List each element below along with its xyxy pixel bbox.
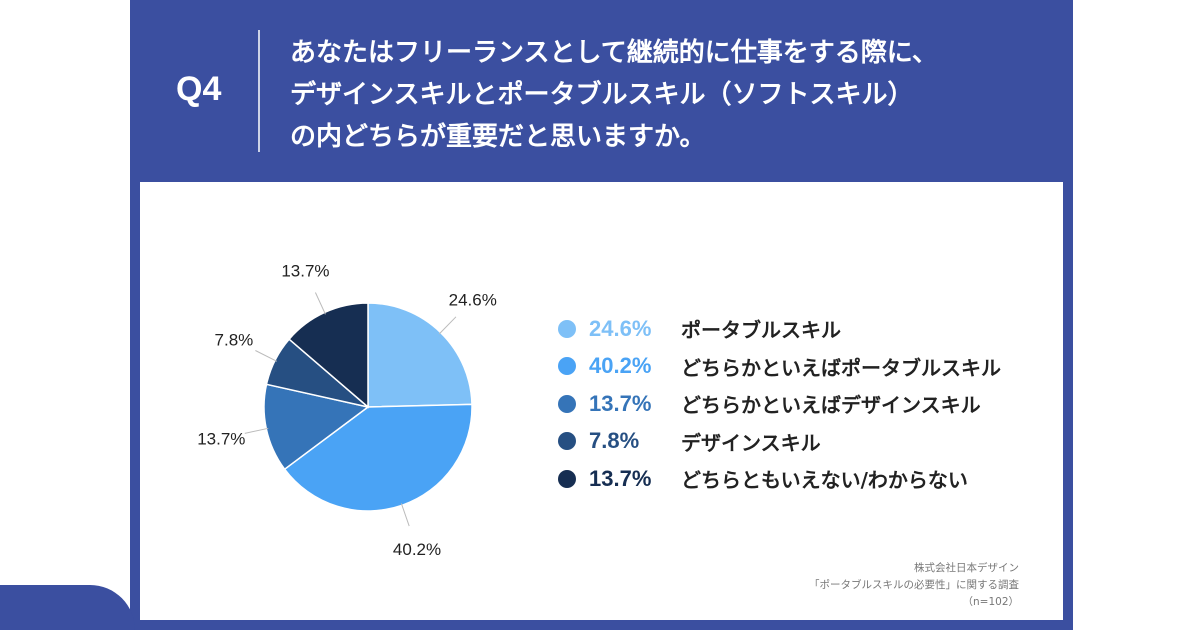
source-line: （n=102） [962,596,1020,608]
logo-tab [0,585,135,630]
source-note: 株式会社日本デザイン 「ポータブルスキルの必要性」に関する調査 （n=102） [719,560,1019,611]
legend-percent: 13.7% [589,390,652,416]
question-title-line: の内どちらが重要だと思いますか。 [290,122,706,152]
pie-data-label: 7.8% [215,331,254,350]
legend-percent: 40.2% [589,353,652,379]
infographic-frame: Q4 あなたはフリーランスとして継続的に仕事をする際に、 デザインスキルとポータ… [130,0,1073,630]
pie-leader-line [244,427,269,434]
legend-swatch [558,357,576,376]
brand-logo: リサピー [148,592,260,621]
legend-percent: 24.6% [589,315,652,341]
chart-legend: 24.6% ポータブルスキル 40.2% どちらかといえばポータブルスキル 13.7% ど… [558,310,1001,498]
logo-text: リサピー [180,596,260,620]
legend-item: 13.7% どちらかといえばデザインスキル [558,385,1001,423]
pie-leader-line [438,316,457,335]
pie-chart: 24.6% 40.2% 13.7% 7.8% 13.7% [197,262,497,559]
pie-leader-line [314,292,326,315]
legend-item: 24.6% ポータブルスキル [558,310,1001,348]
header-divider [258,30,260,152]
legend-swatch [558,394,576,413]
legend-label: ポータブルスキル [681,318,841,343]
legend-percent: 7.8% [589,428,640,454]
legend-label: どちらともいえない/わからない [681,468,968,493]
legend-item: 7.8% デザインスキル [558,423,1001,461]
source-line: 「ポータブルスキルの必要性」に関する調査 [809,579,1019,591]
legend-swatch [558,432,576,451]
pie-slice [367,302,473,408]
pie-data-label: 40.2% [393,540,441,559]
pie-data-label: 24.6% [449,291,497,310]
legend-item: 13.7% どちらともいえない/わからない [558,460,1001,498]
legend-label: どちらかといえばデザインスキル [681,393,981,418]
pie-data-label: 13.7% [197,429,245,448]
pie-data-label: 13.7% [281,262,329,281]
legend-item: 40.2% どちらかといえばポータブルスキル [558,348,1001,386]
pie-leader-line [255,350,278,362]
question-header: Q4 あなたはフリーランスとして継続的に仕事をする際に、 デザインスキルとポータ… [130,0,1073,182]
legend-label: デザインスキル [681,430,821,455]
legend-label: どちらかといえばポータブルスキル [681,355,1001,380]
source-line: 株式会社日本デザイン [914,562,1019,574]
question-title-line: デザインスキルとポータブルスキル（ソフトスキル） [290,80,914,110]
question-number: Q4 [176,70,222,108]
legend-percent: 13.7% [589,465,652,491]
chart-card: 24.6% 40.2% 13.7% 7.8% 13.7% 24.6% ポータブルスキル 40… [140,182,1063,620]
legend-swatch [558,319,576,338]
logo-pin-icon [148,593,174,620]
legend-swatch [558,469,576,488]
question-title: あなたはフリーランスとして継続的に仕事をする際に、 デザインスキルとポータブルス… [290,32,1050,158]
pie-leader-line [400,503,410,527]
question-title-line: あなたはフリーランスとして継続的に仕事をする際に、 [290,38,938,68]
